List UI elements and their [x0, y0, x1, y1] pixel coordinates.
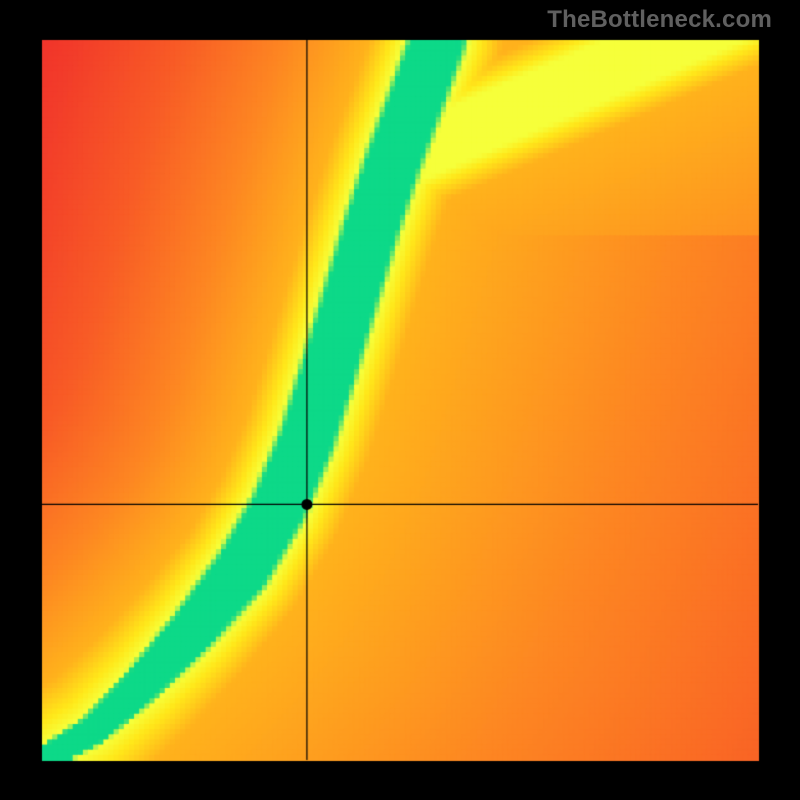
watermark-text: TheBottleneck.com [547, 6, 772, 34]
bottleneck-heatmap [0, 0, 800, 800]
